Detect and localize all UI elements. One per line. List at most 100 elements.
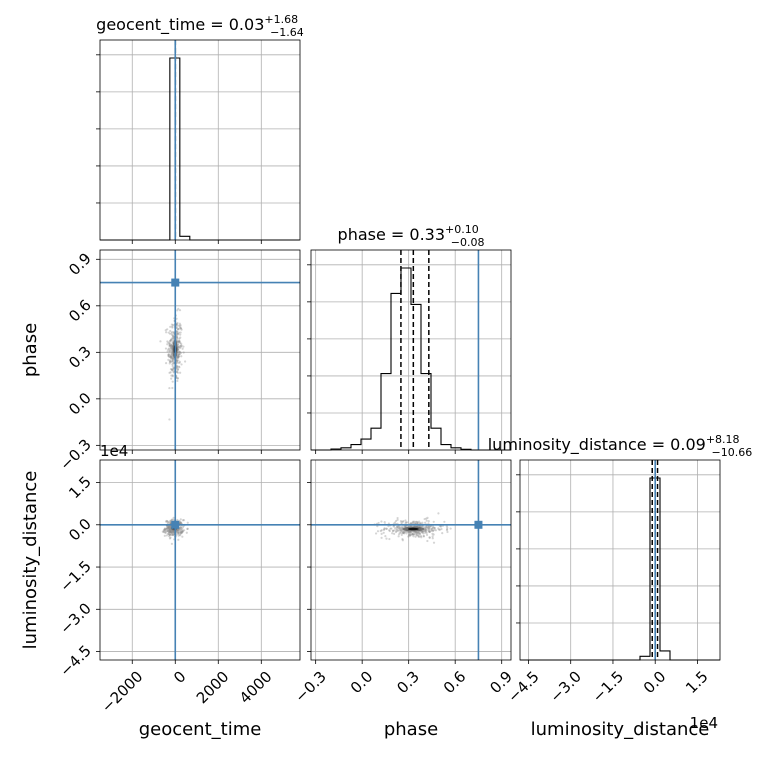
sample-point bbox=[181, 519, 185, 522]
sample-point bbox=[166, 529, 170, 533]
sample-point bbox=[418, 532, 421, 536]
sample-point bbox=[432, 529, 435, 533]
sample-point bbox=[424, 528, 427, 531]
sample-point bbox=[167, 331, 170, 334]
sample-point bbox=[374, 532, 378, 535]
sample-point bbox=[449, 527, 452, 530]
sample-point bbox=[167, 354, 170, 358]
sample-point bbox=[425, 526, 428, 529]
sample-point bbox=[168, 344, 171, 348]
sample-point bbox=[425, 519, 428, 522]
sample-point bbox=[163, 527, 166, 531]
sample-point bbox=[400, 521, 403, 524]
sample-point bbox=[427, 528, 431, 531]
sample-point bbox=[168, 342, 171, 345]
sample-point bbox=[417, 530, 420, 534]
sample-point bbox=[170, 352, 174, 355]
sample-point bbox=[176, 377, 179, 380]
histogram-luminosity_distance bbox=[520, 477, 720, 661]
sample-point bbox=[168, 355, 171, 358]
sample-point bbox=[432, 520, 435, 523]
sample-point bbox=[403, 530, 406, 534]
sample-point bbox=[171, 359, 174, 363]
sample-point bbox=[179, 528, 182, 531]
sample-point bbox=[393, 529, 396, 532]
sample-point bbox=[172, 330, 175, 334]
sample-point bbox=[419, 532, 422, 535]
sample-point bbox=[170, 529, 173, 532]
sample-point bbox=[171, 380, 174, 383]
sample-point bbox=[170, 323, 174, 326]
sample-point bbox=[393, 532, 396, 536]
sample-point bbox=[416, 521, 420, 524]
sample-point bbox=[168, 537, 172, 540]
sample-point bbox=[170, 333, 174, 336]
sample-point bbox=[440, 527, 443, 531]
sample-point bbox=[167, 532, 170, 535]
sample-point bbox=[400, 533, 403, 536]
sample-point bbox=[388, 537, 391, 541]
sample-point bbox=[179, 325, 182, 328]
sample-point bbox=[180, 531, 184, 534]
sample-point bbox=[446, 530, 449, 534]
sample-point bbox=[164, 361, 168, 365]
sample-point bbox=[396, 529, 400, 532]
sample-point bbox=[179, 331, 182, 334]
sample-point bbox=[177, 354, 180, 357]
sample-point bbox=[178, 351, 181, 354]
sample-point bbox=[179, 333, 182, 336]
sample-point bbox=[168, 526, 171, 529]
sample-point bbox=[168, 531, 171, 534]
sample-point bbox=[178, 529, 181, 532]
sample-point bbox=[397, 533, 401, 536]
truth-marker bbox=[171, 278, 180, 287]
sample-point bbox=[164, 329, 167, 332]
sample-point bbox=[167, 532, 170, 535]
sample-point bbox=[178, 340, 181, 343]
sample-point bbox=[177, 355, 181, 358]
sample-point bbox=[167, 525, 170, 528]
sample-point bbox=[176, 518, 179, 522]
sample-point bbox=[430, 527, 434, 530]
sample-point bbox=[175, 330, 179, 333]
sample-point bbox=[167, 526, 171, 529]
sample-point bbox=[168, 332, 172, 335]
sample-point bbox=[181, 530, 184, 533]
sample-point bbox=[162, 530, 165, 534]
sample-point bbox=[177, 529, 180, 532]
sample-point bbox=[176, 528, 179, 531]
sample-point bbox=[395, 519, 398, 523]
sample-point bbox=[445, 528, 449, 532]
sample-point bbox=[162, 528, 166, 531]
sample-point bbox=[427, 526, 430, 529]
sample-point bbox=[430, 529, 433, 532]
x-tick-label-phase: −0.3 bbox=[291, 668, 329, 706]
title-luminosity_distance: luminosity_distance = 0.09+8.18 −10.66 bbox=[488, 433, 753, 459]
sample-point bbox=[165, 534, 168, 537]
sample-point bbox=[176, 368, 180, 371]
sample-point bbox=[422, 532, 425, 535]
sample-point bbox=[170, 368, 173, 371]
sample-point bbox=[411, 533, 414, 536]
sample-point bbox=[404, 525, 407, 528]
sample-point bbox=[168, 526, 171, 529]
sample-point bbox=[171, 374, 174, 377]
sample-point bbox=[405, 521, 409, 524]
sample-point bbox=[408, 532, 411, 535]
sample-point bbox=[376, 530, 380, 533]
sample-point bbox=[422, 529, 425, 533]
sample-point bbox=[429, 525, 432, 528]
sample-point bbox=[395, 530, 398, 533]
sample-point bbox=[399, 529, 402, 532]
sample-point bbox=[170, 531, 173, 534]
sample-point bbox=[401, 520, 404, 523]
sample-point bbox=[424, 528, 427, 531]
sample-point bbox=[395, 528, 398, 531]
sample-point bbox=[171, 356, 174, 359]
sample-point bbox=[437, 527, 440, 530]
sample-point bbox=[168, 355, 171, 358]
sample-point bbox=[389, 527, 392, 530]
sample-point bbox=[169, 346, 172, 349]
sample-point bbox=[404, 522, 407, 525]
sample-point bbox=[402, 520, 405, 523]
